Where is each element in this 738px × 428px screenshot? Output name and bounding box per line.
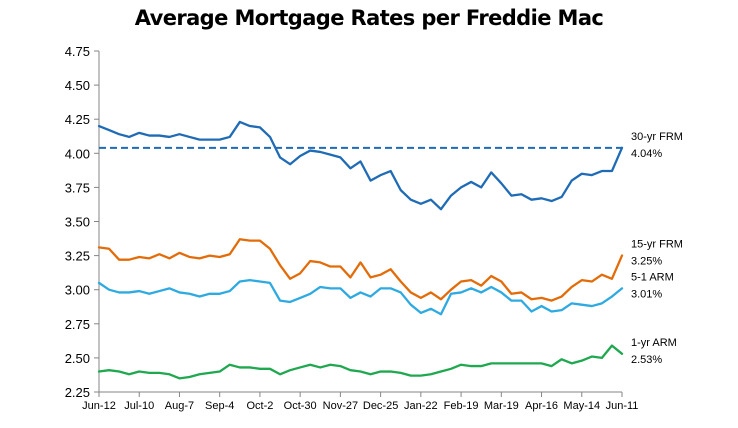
y-tick-label: 3.00 [65,283,90,298]
x-tick-label: Jun-12 [82,400,116,412]
y-tick-label: 3.50 [65,215,90,230]
y-tick-label: 4.50 [65,78,90,93]
axes: 4.75 4.50 4.25 4.00 3.75 3.50 3.25 3.00 2.75 2.50… [65,44,639,412]
chart-title: Average Mortgage Rates per Freddie Mac [134,6,604,30]
y-tick-label: 3.25 [65,249,90,264]
y-tick-label: 4.75 [65,44,90,59]
series-labels: 30-yr FRM 4.04% 15-yr FRM 3.25% 5-1 ARM 3.01%… [631,131,683,366]
x-tick-label: Jul-10 [124,400,154,412]
y-tick-label: 4.00 [65,146,90,161]
series-value-label: 4.04% [631,148,662,160]
series-layer [97,120,624,380]
series-name-label: 15-yr FRM [631,239,683,251]
y-tick-label: 2.25 [65,385,90,400]
series-value-label: 3.25% [631,256,662,268]
x-tick-label: May-14 [563,400,600,412]
series-name-label: 5-1 ARM [631,271,674,283]
x-tick-label: Dec-25 [363,400,398,412]
y-tick-label: 3.75 [65,180,90,195]
series-name-label: 1-yr ARM [631,337,677,349]
x-tick-label: Aug-7 [165,400,194,412]
x-tick-label: Nov-27 [323,400,358,412]
series-line-30-yr-frm [97,120,624,211]
y-tick-label: 2.50 [65,351,90,366]
x-tick-label: Oct-2 [246,400,273,412]
series-line-5-1-arm [97,278,624,316]
x-tick-label: Jan-22 [404,400,438,412]
y-tick-label: 4.25 [65,112,90,127]
y-tick-label: 2.75 [65,317,90,332]
series-value-label: 2.53% [631,354,662,366]
series-value-label: 3.01% [631,288,662,300]
x-tick-label: Feb-19 [444,400,479,412]
x-tick-label: Sep-4 [205,400,234,412]
x-tick-label: Apr-16 [525,400,558,412]
series-name-label: 30-yr FRM [631,131,683,143]
series-line-1-yr-arm [97,344,624,380]
x-tick-label: Oct-30 [284,400,317,412]
series-line-15-yr-frm [97,238,624,302]
x-tick-label: Mar-19 [484,400,519,412]
x-tick-label: Jun-11 [606,400,639,412]
